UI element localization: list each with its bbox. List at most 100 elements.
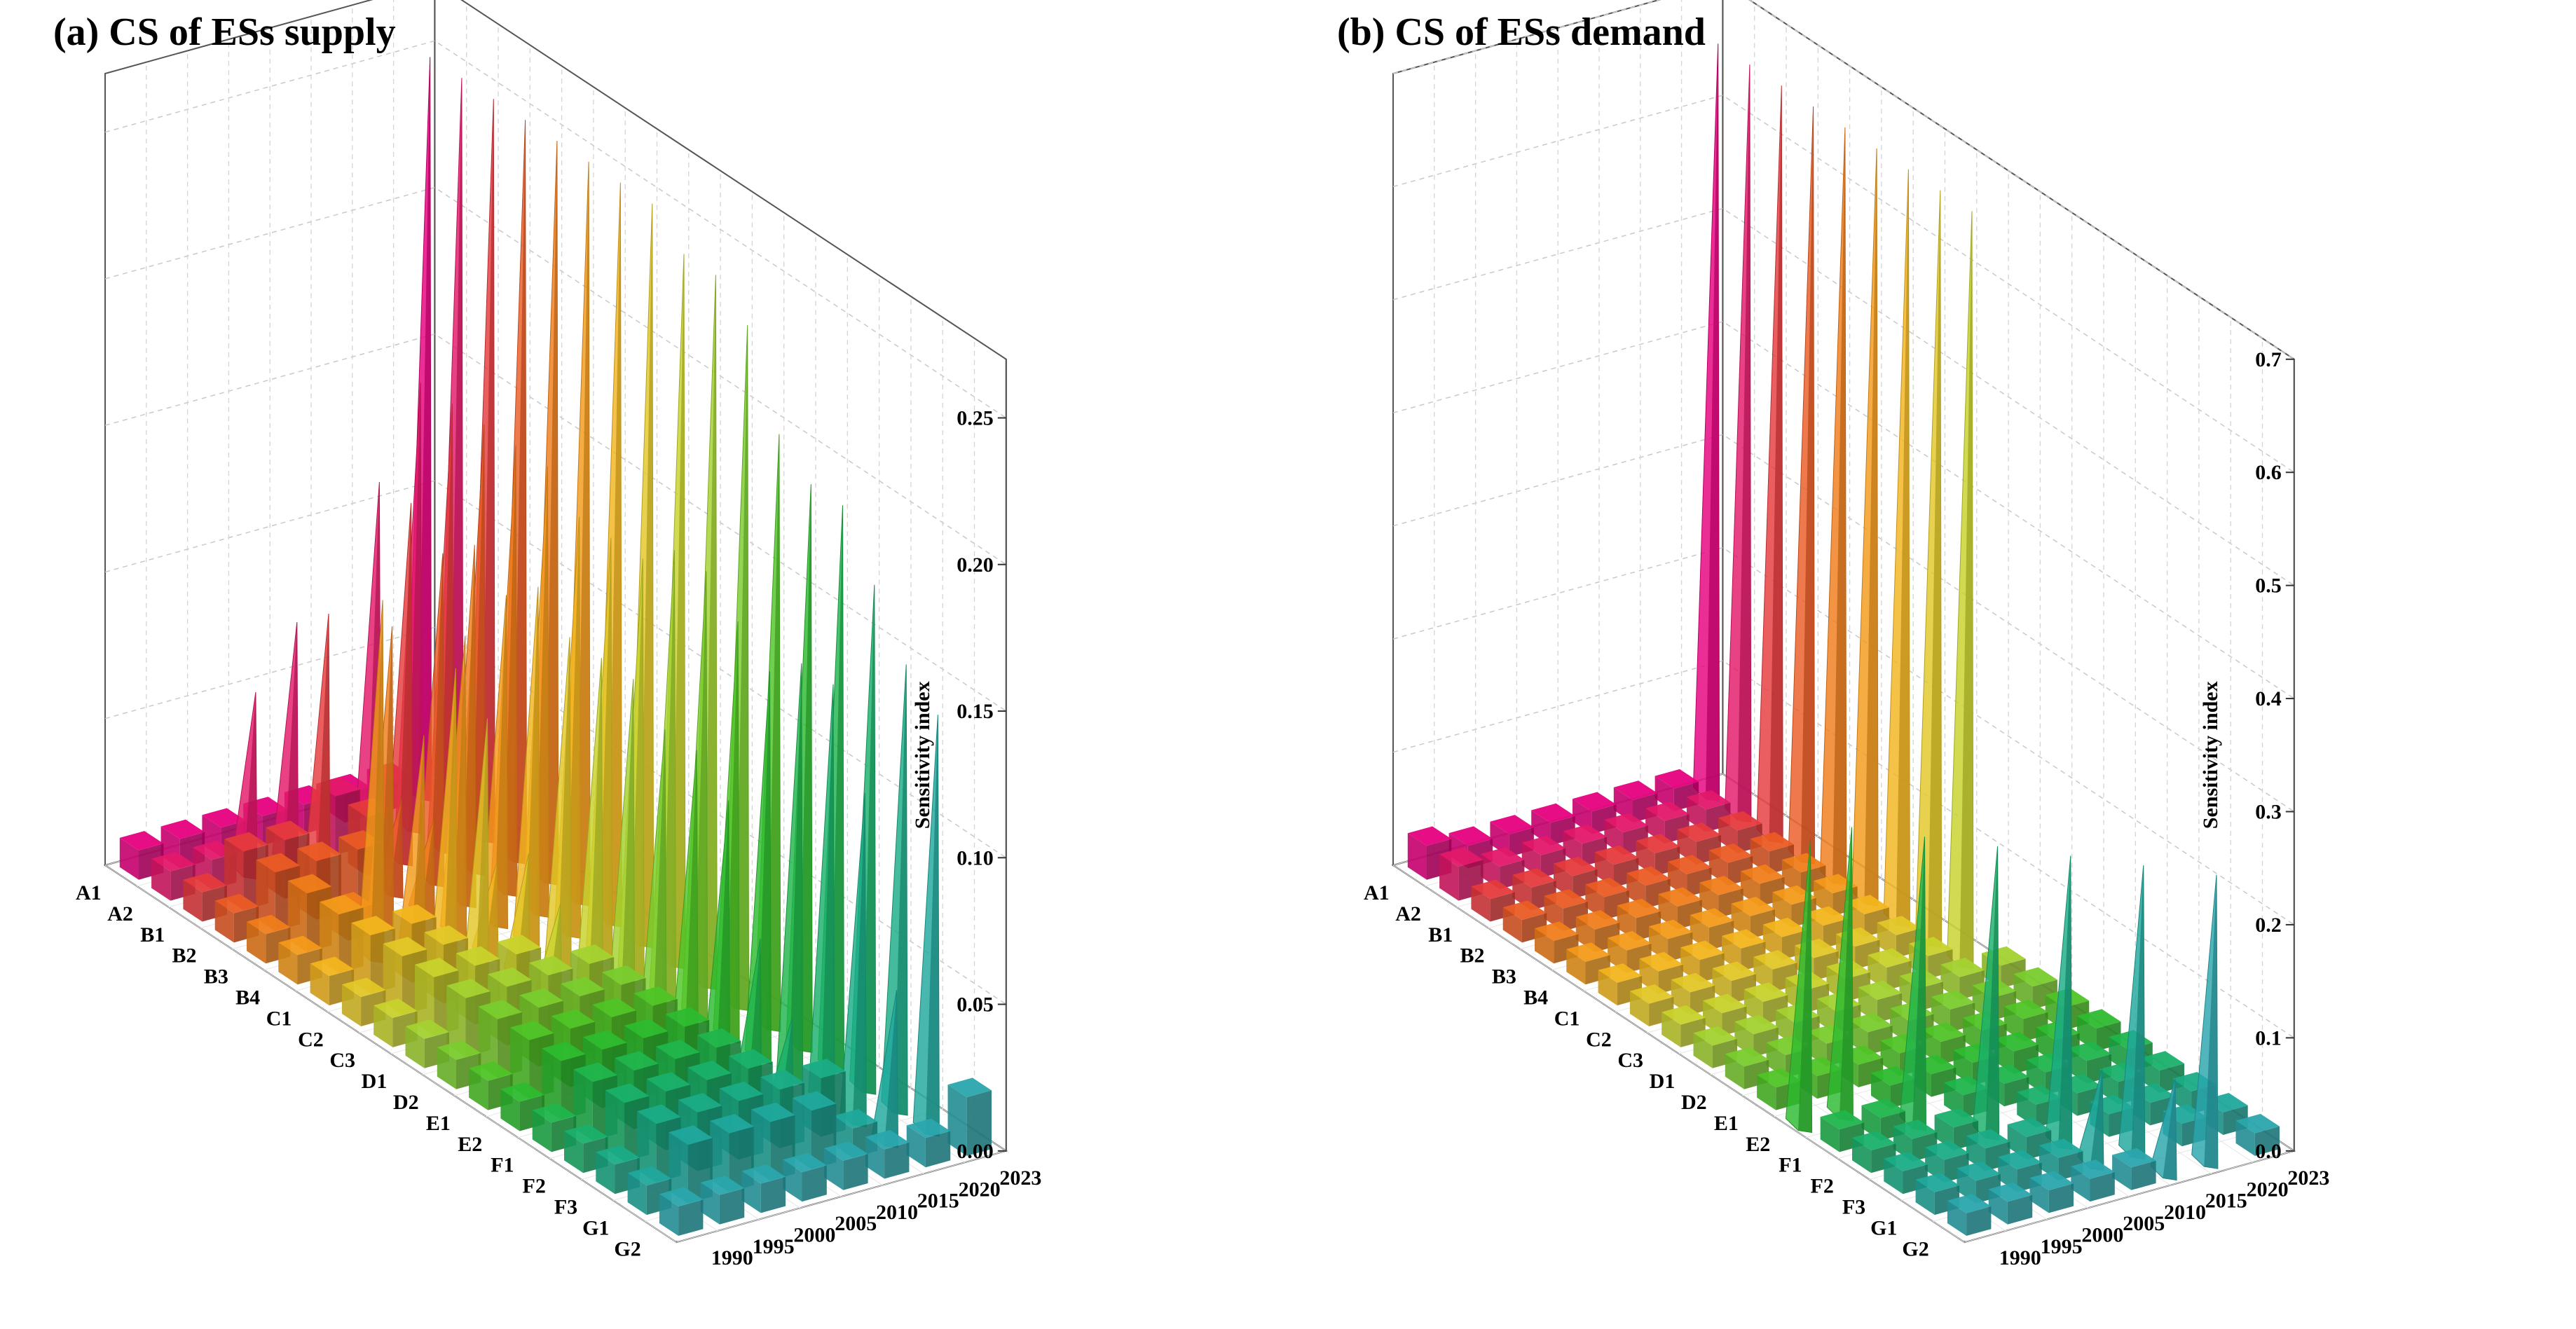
bar-top [214,893,259,914]
floor-gridline [1392,865,1965,1243]
bar-top [1703,993,1747,1014]
bar-top [627,1166,672,1186]
bar-B4-1990 [1566,949,1586,985]
bar-G1-1995 [669,1132,688,1204]
bar-B3-1995 [287,881,307,952]
bar-shade [684,750,699,1055]
bar-top [1604,813,1648,833]
factor-tick-label: F3 [554,1195,577,1218]
factor-tick-label: D1 [1650,1070,1676,1093]
bar-top [509,1020,554,1040]
z-tick-label: 0.6 [2255,461,2282,484]
bar-top [1662,1005,1706,1025]
bar-top [783,1152,827,1173]
bar-top [1966,1129,2010,1149]
factor-tick-label: B3 [1492,965,1516,989]
bar-G2-1995 [700,1182,720,1225]
bar-top [160,819,205,839]
bars-layer [119,57,992,1236]
year-tick-label: 1995 [753,1235,795,1258]
z-gridline [1392,207,2295,586]
bar-top [1988,1182,2033,1202]
bar-top [741,1164,786,1184]
bar-top [119,831,164,851]
bar-shade [243,692,257,879]
bar-top [1877,916,1921,935]
panel-supply: (a) CS of ESs supply A1 A2 B1 B2 B3 B4 C1 C2 C3 D… [53,0,1041,1269]
bar-top [455,946,500,966]
factor-tick-label: C2 [298,1028,324,1051]
bar-top [1957,1161,2001,1181]
bar-top [542,1041,586,1061]
factor-tick-label: G2 [614,1237,640,1260]
bars-layer [1407,43,2280,1236]
bar-top [1750,832,1794,852]
bar-top [573,1062,617,1082]
bar-top [583,1030,627,1050]
year-tick-label: 2010 [2164,1201,2206,1224]
bar-top [446,979,491,998]
bar-shade [716,800,730,1075]
factor-tick-label: D2 [393,1091,419,1114]
bar-top [1994,1032,2039,1052]
bar-top [1858,980,1903,1000]
bar-shade [474,718,489,994]
bar-G2-1990 [1947,1200,1967,1236]
bar-top [1686,790,1731,810]
bar-top [2077,1009,2121,1029]
bar-B2-1990 [1502,907,1522,943]
bar-side [2090,1172,2115,1202]
bar-top [669,1125,713,1145]
year-tick-label: 2005 [835,1212,877,1235]
bar-B1-1995 [224,839,244,911]
bar-top [1680,940,1725,960]
bar-top [2029,1171,2074,1191]
bar-top [519,988,563,1008]
bar-top [1940,958,1985,977]
factor-tick-label: E2 [1746,1133,1770,1156]
year-tick-label: 2015 [2205,1190,2247,1213]
bar-top [687,1060,732,1080]
bar-top [1861,1099,1905,1118]
bar-top [1629,984,1674,1004]
bar-top [151,852,196,872]
z-tick-label: 0.1 [2255,1026,2282,1049]
bar-top [374,998,418,1018]
bar-top [1626,866,1671,886]
z-gridline [104,186,1007,565]
factor-tick-label: A1 [76,881,102,904]
z-gridline [1392,546,2295,925]
bar-top [2140,1051,2185,1070]
bar-side [2007,1194,2033,1225]
bar-top [478,999,523,1019]
bar-F3-1990 [1884,1158,1903,1194]
bar-top [1648,919,1693,939]
bar-top [760,1070,804,1090]
bar-top [596,1145,640,1165]
bar-shade [493,595,508,929]
bar-top [224,832,268,852]
bar-shade [884,990,898,1148]
year-tick-label: 2023 [2287,1166,2329,1190]
bar-top [656,1040,700,1059]
bar-shade [526,586,540,950]
bar-top [1608,930,1652,951]
bar-top [469,1061,513,1081]
bar-top [1407,826,1452,846]
z-tick-label: 0.2 [2255,914,2282,937]
bar-B3-1990 [1535,928,1554,964]
factor-tick-label: B4 [1523,986,1548,1009]
bar-top [2112,1148,2156,1168]
year-tick-label: 2010 [876,1201,918,1224]
bar-G2-2015 [865,1136,885,1179]
bar-G1-2010 [792,1098,811,1169]
bar-E2-1990 [500,1089,520,1131]
bar-top [1654,769,1699,789]
bar-shade [925,715,940,1136]
bar-top [1845,895,1889,914]
bar-top [729,1049,773,1069]
bar-top [719,1081,764,1101]
